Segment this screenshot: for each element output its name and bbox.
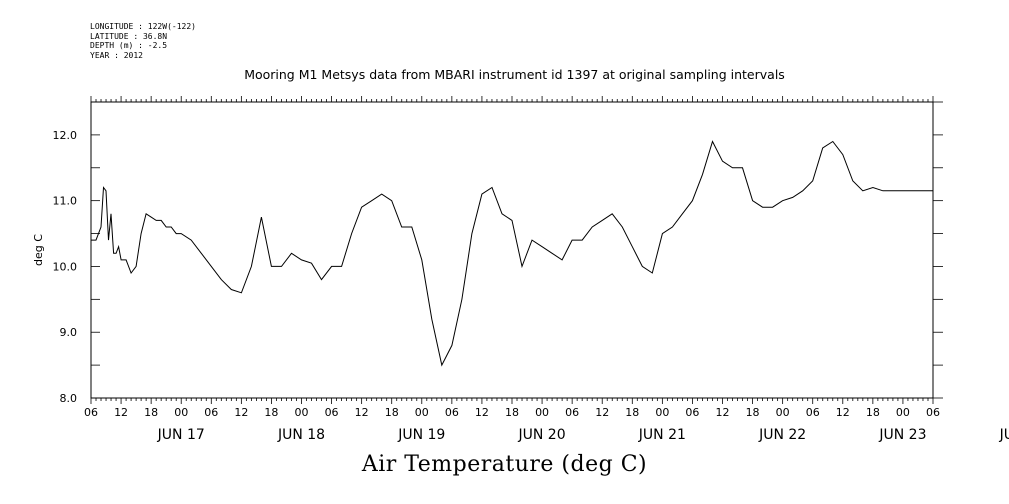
x-tick-label: 06 bbox=[565, 406, 579, 419]
x-tick-label: 00 bbox=[535, 406, 549, 419]
x-day-label: JUN 23 bbox=[878, 427, 926, 443]
y-axis-label: deg C bbox=[32, 234, 45, 266]
x-day-label: JUN 19 bbox=[397, 427, 445, 443]
x-tick-label: 06 bbox=[685, 406, 699, 419]
x-tick-label: 12 bbox=[234, 406, 248, 419]
x-tick-label: 06 bbox=[445, 406, 459, 419]
plot-frame bbox=[90, 101, 934, 399]
x-tick-label: 00 bbox=[295, 406, 309, 419]
depth-text: DEPTH (m) : -2.5 bbox=[90, 41, 168, 50]
x-day-label: JUN 17 bbox=[157, 427, 205, 443]
chart-title: Mooring M1 Metsys data from MBARI instru… bbox=[244, 67, 785, 82]
y-tick-label: 12.0 bbox=[53, 129, 78, 142]
chart-title-row: Mooring M1 Metsys data from MBARI instru… bbox=[0, 67, 1009, 82]
x-tick-label: 12 bbox=[114, 406, 128, 419]
x-day-label: JUN 22 bbox=[758, 427, 806, 443]
x-tick-label: 06 bbox=[204, 406, 218, 419]
x-tick-label: 18 bbox=[505, 406, 519, 419]
x-tick-label: 18 bbox=[385, 406, 399, 419]
x-axis-label: Air Temperature (deg C) bbox=[361, 452, 648, 477]
year-text: YEAR : 2012 bbox=[90, 50, 143, 60]
x-tick-label: 00 bbox=[655, 406, 669, 419]
x-tick-label: 06 bbox=[325, 406, 339, 419]
x-tick-label: 06 bbox=[84, 406, 98, 419]
y-tick-label: 8.0 bbox=[60, 392, 78, 405]
y-tick-label: 10.0 bbox=[53, 260, 78, 273]
x-tick-label: 00 bbox=[776, 406, 790, 419]
x-tick-label: 00 bbox=[896, 406, 910, 419]
series-line bbox=[91, 140, 933, 367]
x-day-label: JUN 18 bbox=[277, 427, 325, 443]
x-tick-label: 06 bbox=[926, 406, 940, 419]
metadata-block: LONGITUDE : 122W(-122) LATITUDE : 36.8N … bbox=[90, 22, 196, 60]
y-tick-label: 9.0 bbox=[60, 326, 78, 339]
x-tick-label: 00 bbox=[415, 406, 429, 419]
x-tick-label: 00 bbox=[174, 406, 188, 419]
x-day-label: JUN 20 bbox=[518, 427, 566, 443]
x-tick-label: 12 bbox=[836, 406, 850, 419]
x-tick-label: 06 bbox=[806, 406, 820, 419]
x-tick-label: 18 bbox=[144, 406, 158, 419]
x-tick-label: 12 bbox=[355, 406, 369, 419]
x-tick-label: 18 bbox=[866, 406, 880, 419]
x-tick-label: 18 bbox=[264, 406, 278, 419]
x-day-label: JUN 24 bbox=[999, 427, 1009, 443]
latitude-text: LATITUDE : 36.8N bbox=[90, 31, 168, 41]
x-tick-label: 12 bbox=[716, 406, 730, 419]
x-tick-label: 18 bbox=[746, 406, 760, 419]
x-tick-label: 18 bbox=[625, 406, 639, 419]
y-tick-label: 11.0 bbox=[53, 195, 78, 208]
longitude-text: LONGITUDE : 122W(-122) bbox=[90, 22, 196, 31]
x-tick-label: 12 bbox=[475, 406, 489, 419]
x-day-label: JUN 21 bbox=[638, 427, 686, 443]
x-tick-label: 12 bbox=[595, 406, 609, 419]
